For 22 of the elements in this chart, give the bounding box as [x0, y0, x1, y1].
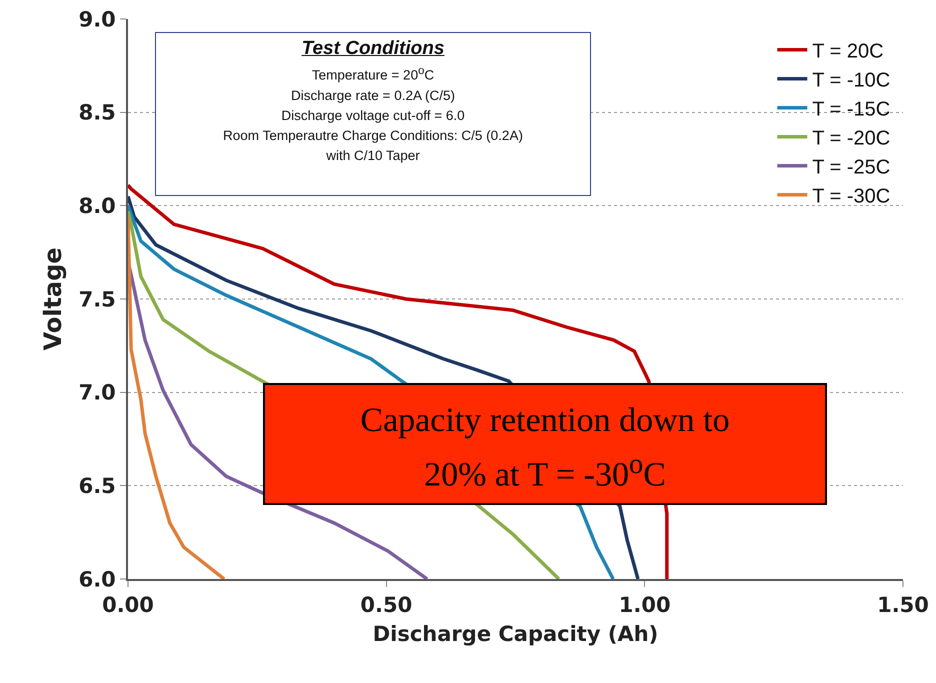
x-tick-label: 0.50	[360, 593, 412, 618]
y-tick-label: 9.0	[78, 7, 116, 32]
y-tick-label: 7.5	[78, 287, 116, 312]
y-tick-label: 6.0	[78, 567, 116, 592]
x-tick-label: 0.00	[102, 593, 154, 618]
callout-text-box: Capacity retention down to 20% at T = -30$^{o}$C	[263, 383, 827, 505]
legend-label: T = -15C	[812, 98, 890, 120]
line-series	[128, 215, 226, 579]
y-tick-label: 7.0	[78, 380, 116, 405]
x-axis-title: Discharge Capacity (Ah)	[372, 622, 658, 646]
legend-label: T = -20C	[812, 128, 890, 150]
x-tick-label: 1.00	[618, 593, 671, 618]
conditions-text-box: Test Conditions Temperature = 20$^{o}$C Discharge rate = 0.2A (C/5) Discharge voltage cut-off = 6.0 Room Temperautre Charge Conditions: C/5 (0.2A) with C/10 Taper	[155, 32, 591, 196]
y-tick-label: 6.5	[78, 474, 116, 498]
legend-label: T = 20C	[812, 40, 884, 62]
legend-label: T = -10C	[812, 70, 890, 92]
y-tick-label: 8.5	[78, 100, 116, 125]
legend-label: T = -30C	[812, 186, 890, 208]
x-tick-label: 1.50	[877, 593, 929, 618]
y-axis-title: Voltage	[39, 247, 68, 351]
y-tick-label: 8.0	[78, 194, 116, 218]
legend-label: T = -25C	[812, 156, 890, 178]
